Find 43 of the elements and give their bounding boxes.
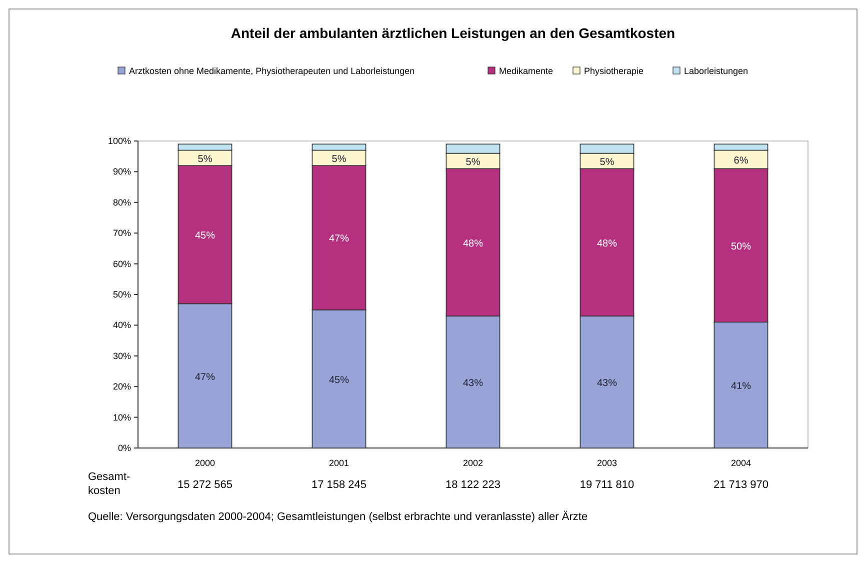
y-tick-label: 10% [112,412,131,422]
y-tick-label: 70% [112,228,131,238]
chart-title: Anteil der ambulanten ärztlichen Leistungen an den Gesamtkosten [230,25,676,41]
data-label: 5% [600,156,614,168]
data-label: 47% [194,372,216,383]
y-tick-label: 100% [108,136,131,146]
data-label: 47% [328,234,350,245]
text: 18 122 223 [445,479,501,491]
data-label: 48% [596,238,618,250]
data-label: 43% [596,378,618,389]
data-label: 5% [198,154,212,165]
data-label: 43% [462,378,484,389]
text: Gesamt-kosten [88,471,131,497]
data-label: 6% [734,155,748,166]
y-tick-label: 50% [112,290,131,300]
y-tick-label: 30% [112,350,131,361]
text: 17 158 245 [311,479,367,491]
y-tick-label: 60% [112,258,131,269]
legend-label: Medikamente [499,66,554,76]
legend-label: Arztkosten ohne Medikamente, Physiotherapeuten und Laborleistungen [129,66,415,76]
text: 21 713 970 [713,479,769,491]
data-label: 45% [328,374,350,386]
x-tick-label: 2001 [328,458,350,468]
source-note: Quelle: Versorgungsdaten 2000-2004; Gesamtleistungen (selbst erbrachte und veranlasste) aller Ärzte [88,510,588,523]
data-label: 5% [466,156,480,168]
x-tick-label: 2004 [730,458,752,468]
data-label: 48% [462,238,484,250]
data-label: 45% [194,230,216,242]
x-tick-label: 2000 [194,458,216,468]
data-label: 41% [730,381,752,392]
data-label: 5% [332,154,346,165]
y-tick-label: 40% [112,320,131,330]
y-tick-label: 20% [112,382,131,392]
y-tick-label: 0% [118,443,131,453]
data-label: 50% [730,241,752,252]
y-tick-label: 90% [112,166,131,177]
text: 15 272 565 [177,479,233,491]
x-tick-label: 2003 [596,458,618,468]
x-tick-label: 2002 [462,458,484,468]
y-tick-label: 80% [112,197,131,208]
legend-label: Physiotherapie [584,66,644,76]
legend-label: Laborleistungen [684,66,748,76]
text: 19 711 810 [580,479,634,491]
